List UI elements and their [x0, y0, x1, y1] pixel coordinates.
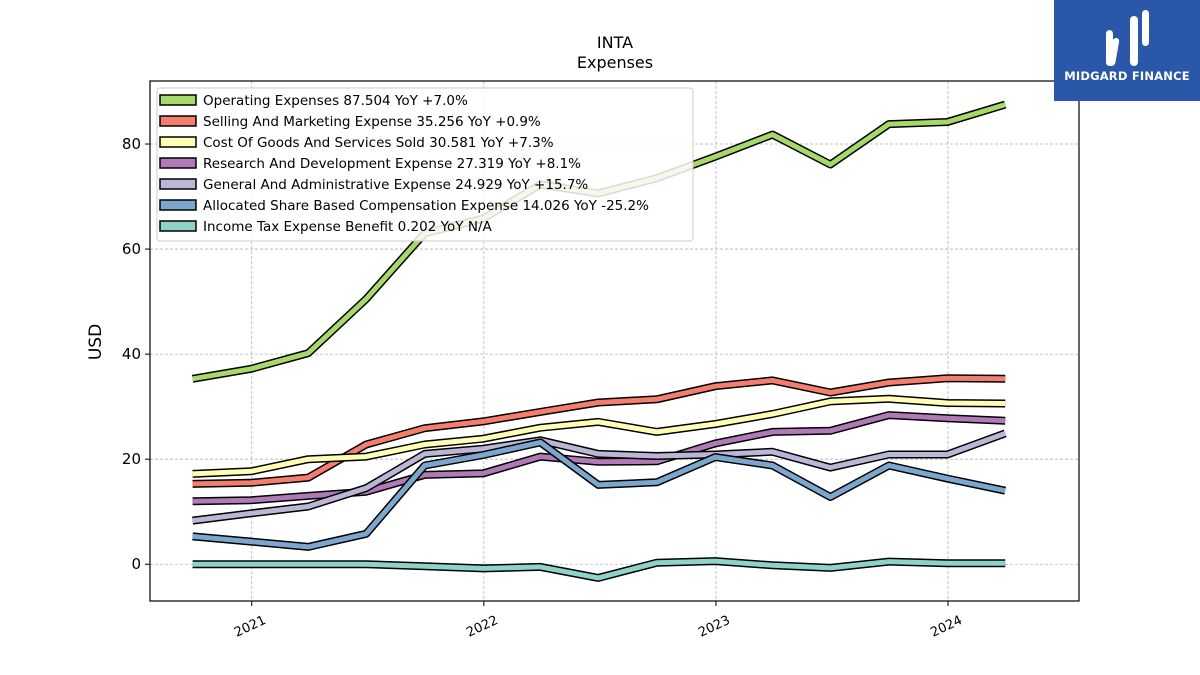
- legend-swatch: [159, 178, 197, 190]
- series-line-1: [192, 375, 1006, 487]
- legend-label: Research And Development Expense 27.319 …: [203, 156, 581, 172]
- series-line-6: [192, 558, 1006, 581]
- x-tick-label: 2023: [696, 613, 732, 641]
- legend-swatch: [159, 220, 197, 232]
- chart-title: INTA: [597, 33, 633, 52]
- series-line-4: [192, 431, 1007, 524]
- y-tick-label: 60: [122, 240, 141, 258]
- x-tick-label: 2021: [232, 613, 268, 641]
- legend: Operating Expenses 87.504 YoY +7.0% Selli…: [156, 87, 694, 242]
- y-tick-label: 0: [131, 555, 141, 573]
- x-axis: 2021 2022 2023 2024: [232, 601, 965, 641]
- series-line-3: [192, 412, 1006, 504]
- x-tick-label: 2022: [464, 613, 500, 641]
- legend-label: Allocated Share Based Compensation Expen…: [203, 198, 649, 214]
- legend-label: General And Administrative Expense 24.92…: [203, 177, 588, 193]
- y-tick-label: 80: [122, 135, 141, 153]
- legend-label: Operating Expenses 87.504 YoY +7.0%: [203, 93, 468, 109]
- legend-swatch: [159, 199, 197, 211]
- x-tick-label: 2024: [928, 613, 964, 641]
- brand-name: MIDGARD FINANCE: [1064, 69, 1190, 83]
- series-line-5: [192, 439, 1006, 550]
- legend-label: Selling And Marketing Expense 35.256 YoY…: [203, 114, 541, 130]
- chart-subtitle: Expenses: [577, 53, 653, 72]
- y-axis: 0 20 40 60 80: [122, 135, 150, 573]
- series-line-2: [192, 396, 1006, 477]
- plot-frame: [149, 80, 1080, 602]
- legend-swatch: [159, 94, 197, 106]
- midgard-finance-logo: MIDGARD FINANCE: [1054, 0, 1200, 101]
- legend-box: [156, 87, 694, 242]
- legend-label: Cost Of Goods And Services Sold 30.581 Y…: [203, 135, 554, 151]
- y-axis-label: USD: [86, 324, 106, 360]
- y-tick-label: 40: [122, 345, 141, 363]
- brand-mark-icon: [1106, 10, 1149, 66]
- legend-swatch: [159, 115, 197, 127]
- legend-label: Income Tax Expense Benefit 0.202 YoY N/A: [203, 219, 492, 235]
- series-lines: [191, 100, 1007, 582]
- legend-swatch: [159, 157, 197, 169]
- y-tick-label: 20: [122, 450, 141, 468]
- legend-swatch: [159, 136, 197, 148]
